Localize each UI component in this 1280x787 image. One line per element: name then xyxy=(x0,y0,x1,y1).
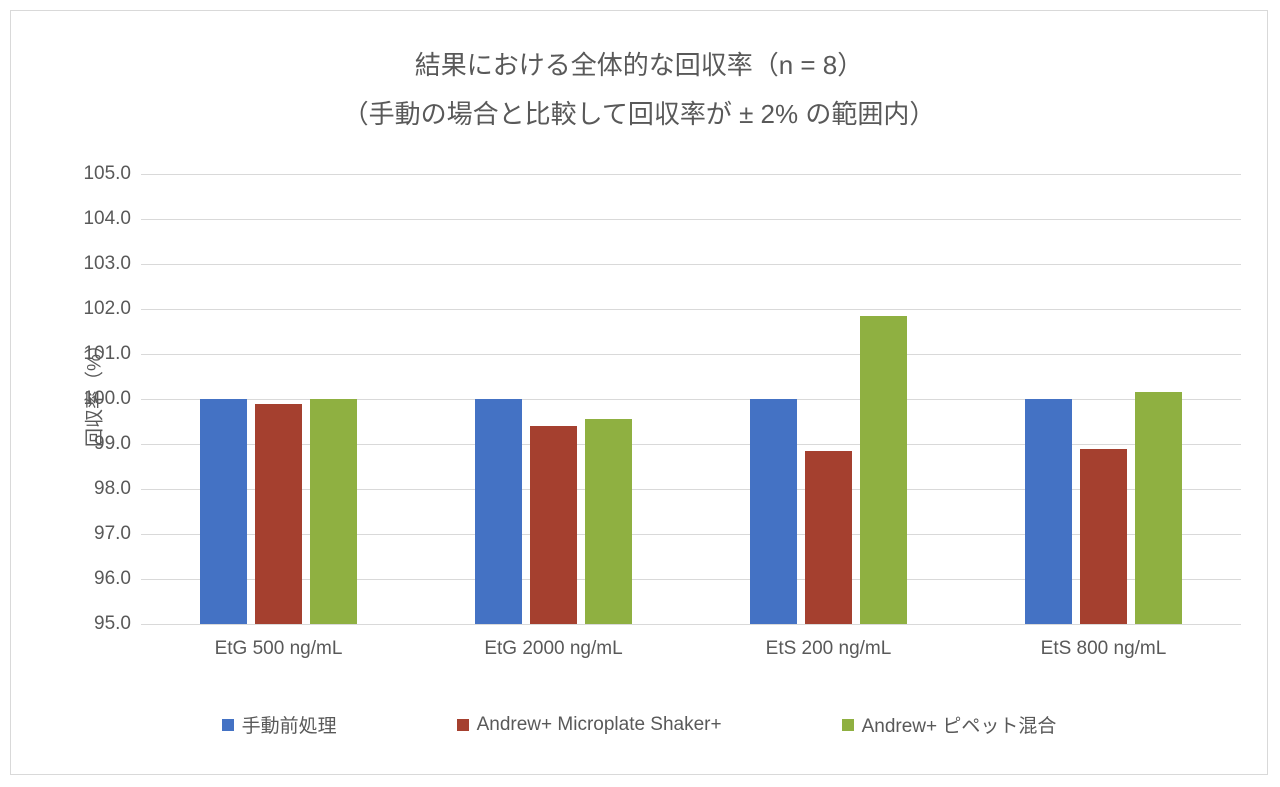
bar xyxy=(1135,392,1182,624)
legend-label: 手動前処理 xyxy=(242,711,337,738)
legend-item: Andrew+ Microplate Shaker+ xyxy=(457,711,722,738)
bar xyxy=(475,399,522,624)
bar xyxy=(255,404,302,625)
legend-swatch xyxy=(842,719,854,731)
bar xyxy=(530,426,577,624)
chart-title: 結果における全体的な回収率（n = 8） （手動の場合と比較して回収率が ± 2… xyxy=(11,41,1267,140)
y-tick-label: 97.0 xyxy=(71,523,131,545)
gridline xyxy=(141,534,1241,535)
y-tick-label: 96.0 xyxy=(71,568,131,590)
chart-frame: 結果における全体的な回収率（n = 8） （手動の場合と比較して回収率が ± 2… xyxy=(10,10,1268,775)
gridline xyxy=(141,264,1241,265)
legend: 手動前処理 Andrew+ Microplate Shaker+ Andrew+ ピ… xyxy=(11,711,1267,738)
bar xyxy=(585,419,632,624)
y-tick-label: 103.0 xyxy=(71,253,131,275)
y-tick-label: 100.0 xyxy=(71,388,131,410)
bar xyxy=(1080,449,1127,625)
bar xyxy=(860,316,907,624)
gridline xyxy=(141,444,1241,445)
gridline xyxy=(141,354,1241,355)
y-tick-label: 95.0 xyxy=(71,613,131,635)
legend-swatch xyxy=(222,719,234,731)
legend-item: 手動前処理 xyxy=(222,711,337,738)
title-line-1: 結果における全体的な回収率（n = 8） xyxy=(11,41,1267,90)
y-tick-label: 105.0 xyxy=(71,163,131,185)
gridline xyxy=(141,624,1241,625)
y-tick-label: 98.0 xyxy=(71,478,131,500)
y-tick-label: 99.0 xyxy=(71,433,131,455)
legend-label: Andrew+ ピペット混合 xyxy=(862,711,1057,738)
x-tick-label: EtS 200 ng/mL xyxy=(691,638,966,660)
gridline xyxy=(141,219,1241,220)
x-tick-label: EtS 800 ng/mL xyxy=(966,638,1241,660)
x-tick-label: EtG 500 ng/mL xyxy=(141,638,416,660)
gridline xyxy=(141,579,1241,580)
legend-label: Andrew+ Microplate Shaker+ xyxy=(477,714,722,736)
plot-area xyxy=(141,174,1241,624)
y-tick-label: 104.0 xyxy=(71,208,131,230)
bar xyxy=(750,399,797,624)
y-tick-label: 102.0 xyxy=(71,298,131,320)
legend-item: Andrew+ ピペット混合 xyxy=(842,711,1057,738)
bar xyxy=(200,399,247,624)
bar xyxy=(310,399,357,624)
title-line-2: （手動の場合と比較して回収率が ± 2% の範囲内） xyxy=(11,90,1267,139)
x-tick-label: EtG 2000 ng/mL xyxy=(416,638,691,660)
gridline xyxy=(141,489,1241,490)
bar xyxy=(805,451,852,624)
gridline xyxy=(141,309,1241,310)
y-tick-label: 101.0 xyxy=(71,343,131,365)
gridline xyxy=(141,399,1241,400)
legend-swatch xyxy=(457,719,469,731)
bar xyxy=(1025,399,1072,624)
gridline xyxy=(141,174,1241,175)
